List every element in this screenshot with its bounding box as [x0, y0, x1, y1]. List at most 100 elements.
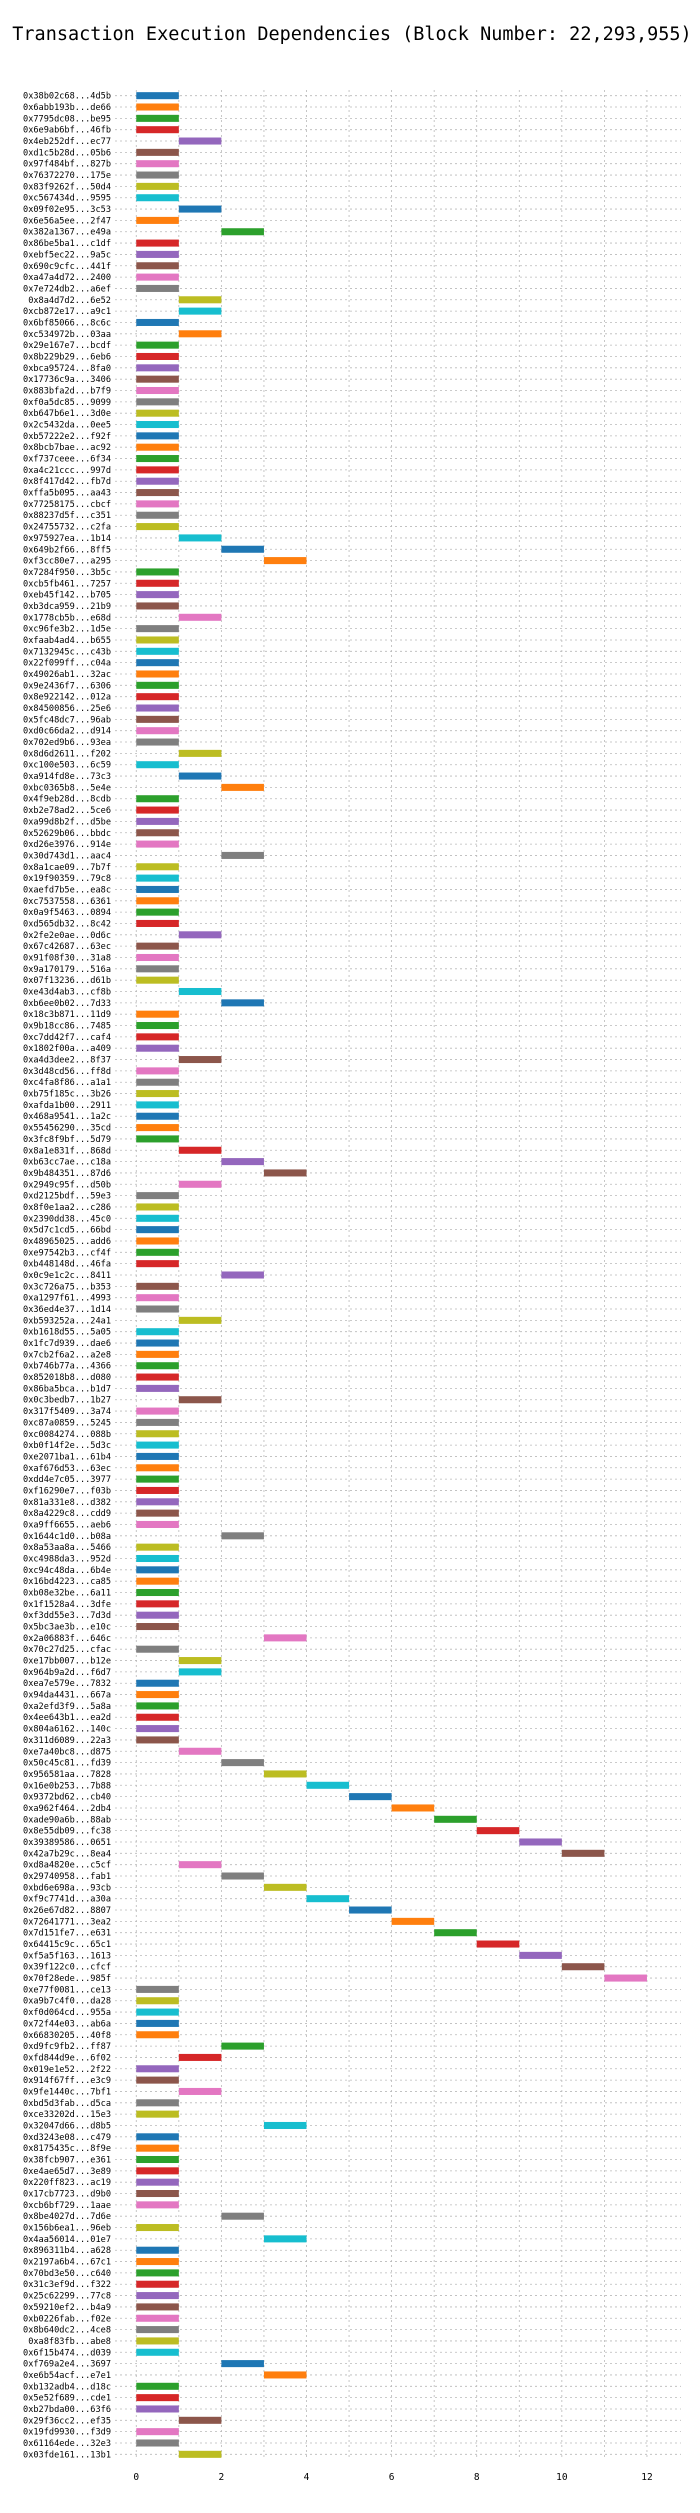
transaction-label: 0x8a4229c8...cdd9 — [23, 1509, 111, 1519]
transaction-bar — [476, 1940, 520, 1948]
transaction-label: 0x29e167e7...bcdf — [23, 341, 111, 351]
transaction-bar — [178, 931, 222, 939]
transaction-label: 0x32047d66...d8b5 — [23, 2121, 111, 2131]
transaction-label: 0xe17bb007...b12e — [23, 1657, 111, 1667]
transaction-bar — [136, 738, 179, 746]
transaction-label: 0x2197a6b4...67c1 — [23, 2258, 111, 2268]
transaction-label: 0xb3dca959...21b9 — [23, 602, 111, 612]
transaction-bar — [136, 1498, 179, 1506]
transaction-label: 0x0c9e1c2c...8411 — [23, 1271, 111, 1281]
transaction-bar — [178, 987, 222, 996]
transaction-label: 0x9a170179...516a — [23, 965, 111, 975]
transaction-bar — [178, 296, 222, 304]
transaction-bar — [136, 1725, 179, 1733]
transaction-bar — [178, 613, 222, 621]
transaction-label: 0x83f9262f...50d4 — [23, 182, 111, 192]
transaction-label: 0x16bd4223...ca85 — [23, 1577, 111, 1587]
transaction-bar — [136, 1464, 179, 1472]
transaction-label: 0xd2125bdf...59e3 — [23, 1192, 111, 1202]
transaction-label: 0x220ff823...ac19 — [23, 2178, 111, 2188]
transaction-label: 0x24755732...c2fa — [23, 523, 111, 533]
transaction-bar — [136, 761, 179, 769]
transaction-label: 0x88237d5f...c351 — [23, 511, 111, 521]
transaction-label: 0x50c45c81...fd39 — [23, 1759, 111, 1769]
transaction-label: 0x883bfa2d...b7f9 — [23, 387, 111, 397]
transaction-label: 0xa914fd8e...73c3 — [23, 772, 111, 782]
transaction-label: 0x36ed4e37...1d14 — [23, 1305, 111, 1315]
x-tick-label: 0 — [133, 2472, 139, 2483]
transaction-label: 0x22f099ff...c04a — [23, 659, 111, 669]
transaction-bar — [136, 636, 179, 644]
transaction-bar — [263, 1169, 307, 1177]
transaction-bar — [136, 284, 179, 292]
transaction-label: 0x7d151fe7...e631 — [23, 1929, 111, 1939]
transaction-bar — [136, 591, 179, 599]
transaction-bar — [136, 965, 179, 973]
transaction-label: 0x26e67d82...8807 — [23, 1906, 111, 1916]
transaction-label: 0xf0d064cd...955a — [23, 2008, 111, 2018]
transaction-label: 0xd3243e08...c479 — [23, 2133, 111, 2143]
transaction-label: 0x39389586...0651 — [23, 1838, 111, 1848]
x-tick-label: 10 — [556, 2472, 568, 2483]
transaction-label: 0xb75f185c...3b26 — [23, 1090, 111, 1100]
transaction-bar — [221, 851, 264, 859]
transaction-bar — [136, 579, 179, 587]
transaction-label: 0x29740958...fab1 — [23, 1872, 111, 1882]
transaction-bar — [136, 364, 179, 372]
transaction-bar — [136, 2314, 179, 2322]
transaction-label: 0x7e724db2...a6ef — [23, 284, 111, 294]
transaction-bar — [136, 1566, 179, 1574]
transaction-bar — [349, 1906, 392, 1914]
transaction-label: 0x804a6162...140c — [23, 1725, 111, 1735]
transaction-bar — [221, 2042, 264, 2050]
x-tick-label: 2 — [219, 2472, 225, 2483]
transaction-bar — [263, 1634, 307, 1642]
transaction-label: 0x2a06883f...646c — [23, 1634, 111, 1644]
transaction-label: 0xc87a0859...5245 — [23, 1418, 111, 1428]
transaction-label: 0x09f02e95...3c53 — [23, 205, 111, 215]
transaction-label: 0x8a1cae09...7b7f — [23, 863, 111, 873]
transaction-bar — [136, 432, 179, 440]
transaction-bar — [136, 1135, 179, 1143]
transaction-bar — [221, 999, 264, 1007]
transaction-bar — [136, 182, 179, 190]
transaction-label: 0x8e922142...012a — [23, 693, 111, 703]
transaction-bar — [136, 897, 179, 905]
transaction-label: 0x382a1367...e49a — [23, 228, 111, 238]
transaction-label: 0x7284f950...3b5c — [23, 568, 111, 578]
transaction-bar — [136, 2099, 179, 2107]
transaction-bar — [136, 341, 179, 349]
transaction-label: 0x9fe1440c...7bf1 — [23, 2087, 111, 2097]
transaction-bar — [178, 1146, 222, 1154]
transaction-label: 0x84500856...25e6 — [23, 704, 111, 714]
transaction-label: 0x2fe2e0ae...0d6c — [23, 931, 111, 941]
transaction-label: 0xc4fa8f86...a1a1 — [23, 1078, 111, 1088]
transaction-label: 0x896311b4...a628 — [23, 2246, 111, 2256]
transaction-label: 0x72f44e03...ab6a — [23, 2019, 111, 2029]
x-tick-label: 12 — [641, 2472, 652, 2483]
x-tick-label: 4 — [304, 2472, 310, 2483]
transaction-label: 0x9e2436f7...6306 — [23, 681, 111, 691]
transaction-bar — [136, 1282, 179, 1290]
transaction-label: 0xc7537558...6361 — [23, 897, 111, 907]
transaction-label: 0xa99d8b2f...d5be — [23, 817, 111, 827]
transaction-label: 0x25c62299...77c8 — [23, 2292, 111, 2302]
transaction-bar — [136, 1350, 179, 1358]
transaction-bar — [136, 2337, 179, 2345]
transaction-label: 0x956581aa...7828 — [23, 1770, 111, 1780]
transaction-label: 0x975927ea...1b14 — [23, 534, 111, 544]
x-tick-label: 8 — [474, 2472, 480, 2483]
transaction-bar — [136, 352, 179, 360]
transaction-label: 0x5e52f689...cde1 — [23, 2394, 111, 2404]
transaction-bar — [349, 1793, 392, 1801]
transaction-bar — [136, 2382, 179, 2390]
transaction-bar — [136, 1543, 179, 1551]
transaction-bar — [178, 772, 222, 780]
transaction-label: 0x0a9f5463...0894 — [23, 908, 111, 918]
transaction-label: 0x16e0b253...7b88 — [23, 1781, 111, 1791]
transaction-bar — [604, 1974, 647, 1982]
transaction-label: 0x38fcb907...e361 — [23, 2155, 111, 2165]
transaction-bar — [136, 704, 179, 712]
transaction-label: 0x4aa56014...01e7 — [23, 2235, 111, 2245]
transaction-label: 0x61164ede...32e3 — [23, 2439, 111, 2449]
